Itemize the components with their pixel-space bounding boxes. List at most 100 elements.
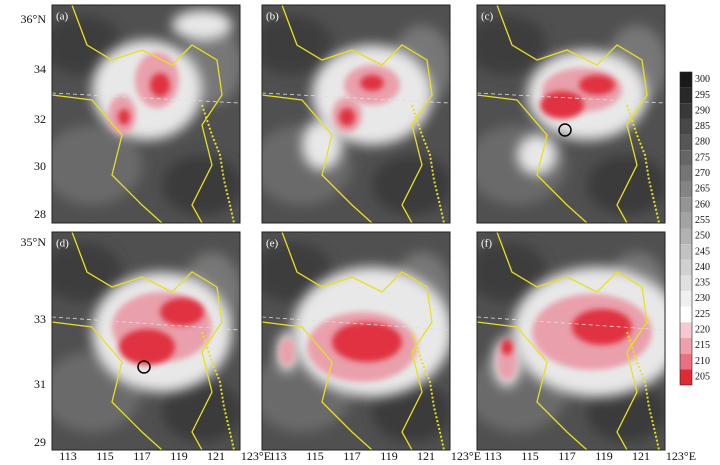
colorbar-label: 255	[695, 215, 710, 226]
colorbar-swatch	[680, 306, 692, 323]
cloud-top-pink	[279, 338, 295, 366]
y-tick-label: 35°N	[21, 235, 47, 249]
y-tick-label: 34	[34, 62, 46, 76]
cloud-top-red	[579, 75, 615, 95]
cloud-top-red	[332, 322, 402, 362]
x-tick-label: 119	[595, 449, 613, 463]
colorbar-label: 270	[695, 168, 710, 179]
colorbar-swatch	[680, 244, 692, 260]
colorbar-label: 275	[695, 152, 710, 163]
y-tick-label: 29	[34, 435, 46, 449]
cloud-top-red	[160, 298, 204, 326]
y-tick-label: 30	[34, 159, 46, 173]
cloud-top-red	[501, 339, 513, 355]
cloud-texture	[162, 382, 240, 442]
cloud-texture	[372, 382, 450, 442]
colorbar-label: 260	[695, 199, 710, 210]
y-tick-label: 28	[34, 207, 46, 221]
colorbar-swatch	[680, 291, 692, 307]
boundary	[71, 232, 223, 450]
x-tick-label: 119	[380, 449, 398, 463]
colorbar-label: 245	[695, 246, 710, 257]
y-tick-label: 31	[34, 377, 46, 391]
boundary	[262, 321, 373, 450]
panel	[52, 5, 240, 223]
boundary	[281, 232, 433, 450]
x-tick-label: 115	[96, 449, 114, 463]
panel-frame	[476, 4, 666, 224]
panel-frame	[261, 231, 451, 451]
boundary	[477, 321, 588, 450]
colorbar-label: 225	[695, 309, 710, 320]
x-tick-label: 121	[417, 449, 435, 463]
colorbar-swatch	[680, 134, 692, 151]
panel-label: (d)	[56, 238, 69, 250]
x-tick-label: 117	[558, 449, 576, 463]
cloud-top-pink	[497, 344, 517, 380]
coastline	[201, 104, 235, 223]
x-tick-label: 123°E	[241, 449, 271, 463]
coastline	[201, 331, 235, 450]
colorbar-swatch	[680, 228, 692, 245]
cloud-cold	[517, 135, 557, 175]
cloud-top-red	[360, 75, 384, 91]
boundary	[281, 5, 433, 223]
latitude-line	[262, 316, 450, 331]
x-tick-label: 117	[133, 449, 151, 463]
cloud-cold	[172, 10, 232, 40]
latitude-line	[477, 316, 665, 331]
colorbar-swatch	[680, 369, 692, 385]
panel-frame	[261, 4, 451, 224]
latitude-line	[477, 92, 665, 104]
y-tick-label: 36°N	[21, 12, 47, 26]
colorbar-swatch	[680, 150, 692, 166]
colorbar-label: 210	[695, 356, 710, 367]
colorbar-label: 300	[695, 74, 710, 85]
colorbar-swatch	[680, 212, 692, 229]
boundary	[262, 94, 373, 223]
boundary	[52, 94, 163, 223]
cloud-texture	[372, 155, 450, 215]
colorbar-label: 295	[695, 90, 710, 101]
colorbar-label: 230	[695, 293, 710, 304]
x-tick-label: 113	[269, 449, 287, 463]
colorbar-label: 235	[695, 278, 710, 289]
panel-frame	[51, 231, 241, 451]
x-tick-label: 123°E	[451, 449, 481, 463]
panel	[477, 232, 665, 450]
cloud-top-red	[540, 91, 584, 119]
panel	[52, 232, 240, 450]
colorbar-swatch	[680, 118, 692, 135]
colorbar-swatch	[680, 72, 692, 88]
coastline	[626, 331, 660, 450]
y-tick-label: 33	[34, 312, 46, 326]
colorbar-swatch	[680, 353, 692, 370]
colorbar-label: 290	[695, 105, 710, 116]
colorbar-label: 205	[695, 371, 710, 382]
x-tick-label: 115	[521, 449, 539, 463]
boundary	[477, 94, 588, 223]
cloud-texture	[587, 155, 665, 215]
cloud-texture	[477, 15, 547, 75]
panel-label: (b)	[266, 11, 279, 23]
colorbar-label: 285	[695, 121, 710, 132]
colorbar-swatch	[680, 275, 692, 292]
panel	[477, 5, 665, 223]
panel-label: (e)	[266, 238, 279, 250]
x-tick-label: 117	[343, 449, 361, 463]
colorbar-label: 215	[695, 340, 710, 351]
x-tick-label: 113	[59, 449, 77, 463]
coastline	[411, 104, 445, 223]
panel-label: (a)	[56, 11, 69, 23]
cloud-cold	[302, 120, 342, 170]
cloud-top-red	[339, 108, 355, 126]
x-tick-label: 121	[207, 449, 225, 463]
boundary	[71, 5, 223, 223]
colorbar-frame	[679, 71, 693, 386]
marker-circle	[558, 123, 572, 137]
panel	[262, 5, 450, 223]
boundary	[496, 5, 648, 223]
panel-frame	[51, 4, 241, 224]
latitude-line	[262, 92, 450, 104]
